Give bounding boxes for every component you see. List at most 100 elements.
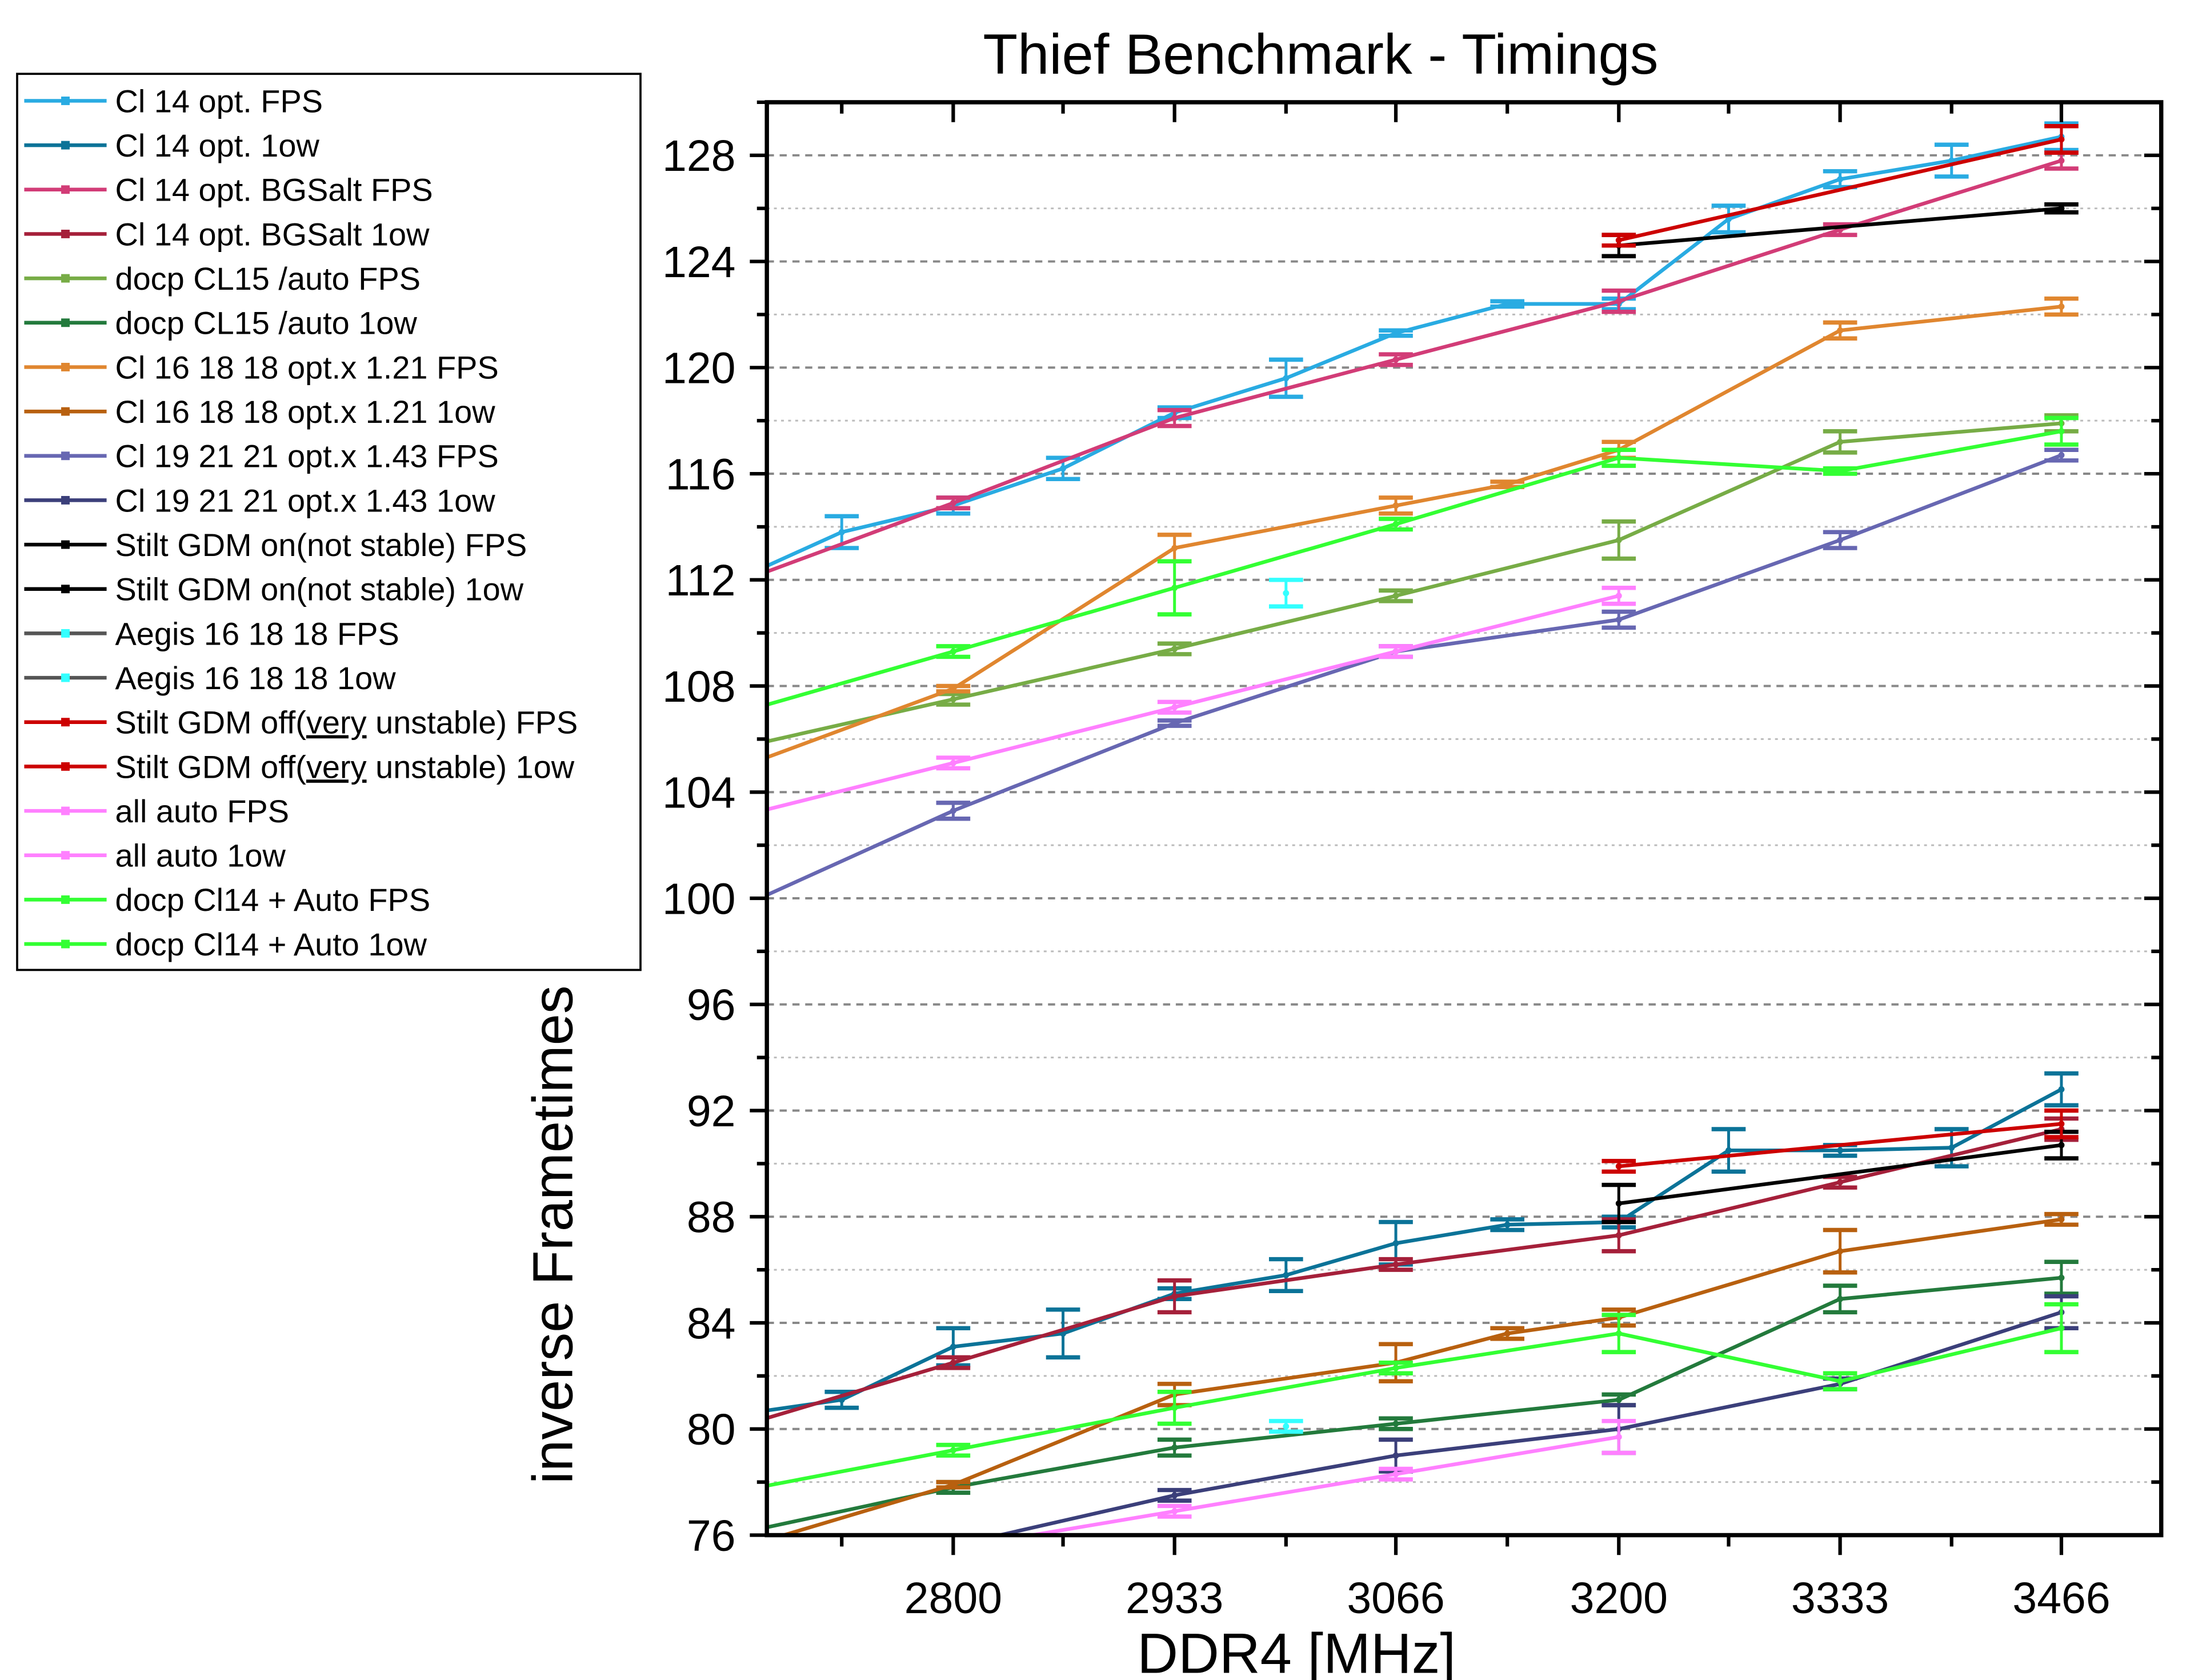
data-point xyxy=(1615,454,1622,461)
data-point xyxy=(1725,1147,1732,1154)
legend-box xyxy=(16,73,642,971)
legend: Cl 14 opt. FPS Cl 14 opt. 1ow Cl 14 opt. B… xyxy=(16,73,642,971)
data-point xyxy=(1392,1240,1399,1247)
legend-item: Stilt GDM on(not stable) 1ow xyxy=(24,571,524,607)
x-tick-label: 3200 xyxy=(1570,1574,1668,1623)
data-point xyxy=(2058,1325,2065,1331)
legend-label: Aegis 16 18 18 FPS xyxy=(115,615,399,651)
legend-label: Stilt GDM off(very unstable) 1ow xyxy=(115,749,574,785)
legend-label: Cl 14 opt. 1ow xyxy=(115,127,319,163)
data-point xyxy=(1171,1508,1178,1515)
data-point xyxy=(1171,415,1178,421)
data-point xyxy=(2058,303,2065,310)
data-point xyxy=(1060,465,1067,472)
data-point xyxy=(1171,704,1178,711)
data-point xyxy=(1392,521,1399,527)
legend-label: Aegis 16 18 18 1ow xyxy=(115,660,396,696)
data-point xyxy=(1615,1200,1622,1207)
legend-label: Cl 14 opt. BGSalt 1ow xyxy=(115,216,430,252)
legend-label: Stilt GDM on(not stable) 1ow xyxy=(115,571,523,607)
data-point xyxy=(1837,176,1844,183)
data-point xyxy=(1392,356,1399,363)
data-point xyxy=(2058,136,2065,143)
legend-label-part: Stilt GDM off( xyxy=(115,705,306,741)
legend-label-part: Stilt GDM off( xyxy=(115,749,306,785)
data-point xyxy=(1837,327,1844,334)
legend-label-part: very xyxy=(306,705,367,741)
series-line xyxy=(1618,206,2062,247)
series-line xyxy=(767,305,2062,759)
y-tick-label: 80 xyxy=(687,1405,736,1454)
legend-item: Cl 14 opt. BGSalt 1ow xyxy=(24,216,430,252)
legend-marker xyxy=(61,96,70,105)
legend-item: Cl 19 21 21 opt.x 1.43 FPS xyxy=(24,438,499,474)
y-tick-label: 100 xyxy=(662,874,736,923)
legend-item: Cl 19 21 21 opt.x 1.43 1ow xyxy=(24,482,495,518)
legend-marker xyxy=(61,274,70,283)
data-point xyxy=(1171,720,1178,727)
legend-label-part: very xyxy=(306,749,367,785)
data-point xyxy=(1392,502,1399,509)
legend-item: Cl 14 opt. BGSalt FPS xyxy=(24,172,433,208)
data-point xyxy=(1392,1261,1399,1268)
data-point xyxy=(950,1343,956,1350)
legend-item: Cl 14 opt. FPS xyxy=(24,83,323,119)
legend-marker xyxy=(61,585,70,594)
legend-marker xyxy=(61,495,70,505)
data-point xyxy=(1392,1452,1399,1459)
data-point xyxy=(1837,1248,1844,1255)
legend-marker xyxy=(61,540,70,549)
legend-label: Cl 19 21 21 opt.x 1.43 FPS xyxy=(115,438,498,474)
legend-item: Stilt GDM on(not stable) FPS xyxy=(24,527,527,563)
data-point xyxy=(1171,585,1178,591)
data-point xyxy=(1283,375,1290,382)
legend-label: all auto 1ow xyxy=(115,838,286,874)
data-point xyxy=(1504,1330,1511,1337)
series-19 xyxy=(767,1302,2079,1488)
data-point xyxy=(1837,438,1844,445)
legend-marker xyxy=(61,895,70,904)
data-point xyxy=(2058,1121,2065,1127)
data-point xyxy=(950,807,956,814)
data-point xyxy=(1837,1179,1844,1186)
data-point xyxy=(1615,298,1622,305)
legend-item: Aegis 16 18 18 1ow xyxy=(24,660,396,696)
y-tick-label: 92 xyxy=(687,1087,736,1136)
y-tick-label: 112 xyxy=(666,556,736,605)
data-point xyxy=(1837,537,1844,543)
data-point xyxy=(2058,1274,2065,1281)
y-tick-label: 128 xyxy=(662,131,736,181)
series-16 xyxy=(767,585,1636,812)
y-tick-label: 124 xyxy=(662,238,736,287)
series-line xyxy=(777,1217,2062,1535)
data-point xyxy=(1392,1421,1399,1427)
legend-label-part: unstable) 1ow xyxy=(367,749,575,785)
data-point xyxy=(1171,1492,1178,1499)
legend-label: docp Cl14 + Auto FPS xyxy=(115,882,430,918)
chart-title: Thief Benchmark - Timings xyxy=(983,23,1658,86)
data-point xyxy=(1171,1405,1178,1411)
legend-marker xyxy=(61,806,70,815)
data-point xyxy=(950,499,956,506)
x-tick-label: 3333 xyxy=(1791,1574,1889,1623)
data-point xyxy=(1504,481,1511,488)
legend-marker xyxy=(61,362,70,371)
series-line xyxy=(1618,1122,2062,1169)
legend-item: docp CL15 /auto 1ow xyxy=(24,305,417,341)
data-point xyxy=(1615,616,1622,623)
legend-label: Stilt GDM on(not stable) FPS xyxy=(115,527,527,563)
data-point xyxy=(1171,646,1178,652)
data-point xyxy=(1615,1434,1622,1441)
series-12 xyxy=(1268,578,1303,609)
series-15 xyxy=(1602,1108,2079,1174)
data-point xyxy=(950,696,956,703)
legend-label: Cl 16 18 18 opt.x 1.21 1ow xyxy=(115,394,495,430)
legend-item: Cl 16 18 18 opt.x 1.21 1ow xyxy=(24,394,495,430)
legend-marker xyxy=(61,939,70,949)
y-tick-label: 84 xyxy=(687,1299,736,1348)
legend-marker xyxy=(61,851,70,860)
data-point xyxy=(1283,590,1290,597)
data-point xyxy=(1392,1365,1399,1371)
data-point xyxy=(1615,1232,1622,1239)
